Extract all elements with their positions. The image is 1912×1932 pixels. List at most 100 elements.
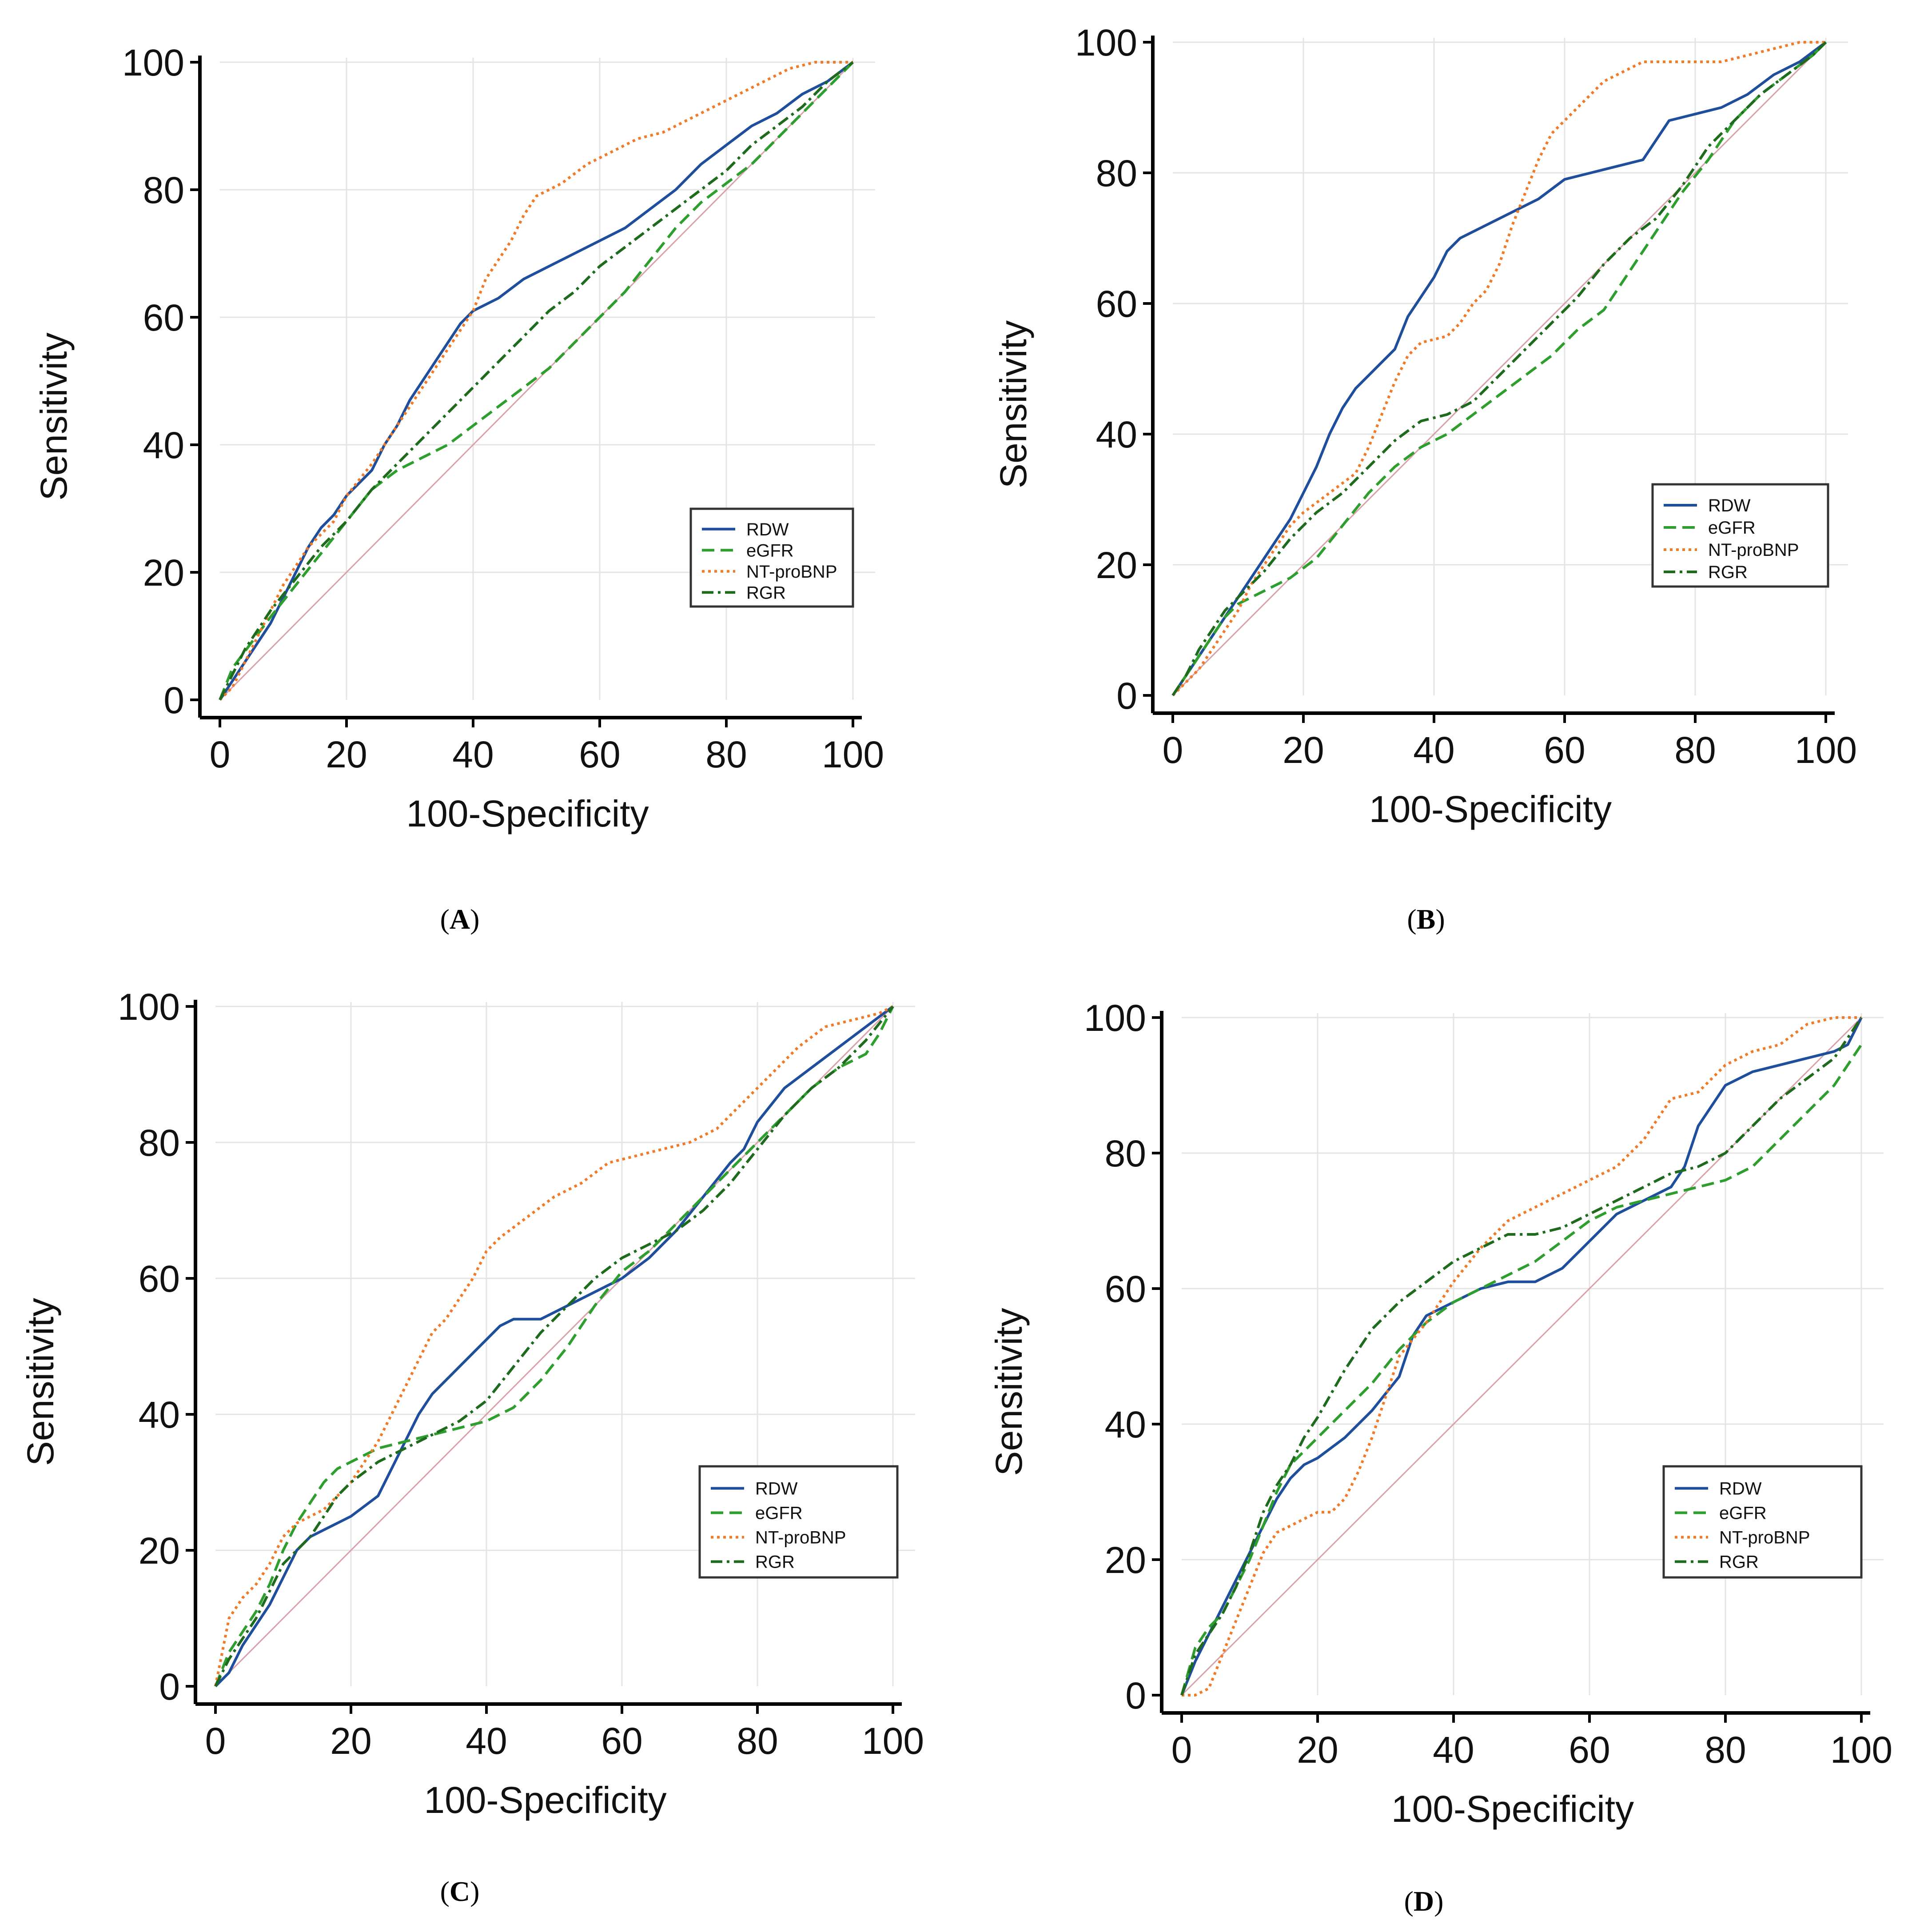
reference-diagonal-b	[1172, 41, 1827, 696]
y-tick-label-c-4: 80	[139, 1122, 180, 1164]
panel-label-letter-d: D	[1414, 1885, 1434, 1917]
y-tick-label-a-1: 20	[143, 552, 184, 594]
panel-label-close-d: )	[1434, 1885, 1443, 1917]
legend-label-a-rdw: RDW	[746, 520, 789, 539]
roc-panel-c: 0 20 40 60 80 100 0 20 40 60 80 100 100-Specificity S…	[20, 986, 924, 1907]
legend-label-d-rdw: RDW	[1719, 1479, 1762, 1499]
y-tick-label-b-1: 20	[1096, 544, 1137, 586]
legend-label-c-rdw: RDW	[755, 1479, 798, 1499]
x-tick-label-b-0: 0	[1163, 729, 1183, 771]
y-tick-label-d-0: 0	[1125, 1675, 1146, 1716]
x-tick-label-b-3: 60	[1544, 729, 1585, 771]
x-tick-label-d-2: 40	[1433, 1729, 1474, 1771]
panel-label-letter-a: A	[450, 903, 470, 935]
legend-box-a	[689, 507, 854, 608]
y-tick-label-a-2: 40	[143, 424, 184, 466]
y-tick-label-d-3: 60	[1105, 1268, 1146, 1310]
legend-label-a-egfr: eGFR	[746, 541, 794, 560]
x-tick-label-a-0: 0	[210, 734, 231, 775]
legend-box-d	[1662, 1465, 1863, 1579]
series-line-b-rdw	[1171, 41, 1827, 696]
panel-label-letter-b: B	[1417, 903, 1436, 935]
panel-label-open-b: (	[1407, 903, 1416, 935]
x-tick-label-b-2: 40	[1413, 729, 1454, 771]
x-tick-label-c-1: 20	[330, 1720, 371, 1762]
x-axis-title-d: 100-Specificity	[1391, 1788, 1634, 1830]
x-tick-label-c-5: 100	[862, 1720, 924, 1762]
series-line-c-rgr	[214, 1006, 894, 1687]
panel-label-a: (A)	[440, 903, 480, 935]
series-line-c-nt-probnp	[214, 1005, 894, 1687]
panel-label-open-a: (	[440, 903, 450, 935]
panel-label-close-b: )	[1435, 903, 1445, 935]
x-axis-title-c: 100-Specificity	[424, 1779, 666, 1821]
y-axis-title-c: Sensitivity	[20, 1298, 61, 1466]
legend-label-b-nt-probnp: NT-proBNP	[1708, 540, 1799, 560]
y-tick-label-d-1: 20	[1105, 1539, 1146, 1581]
x-tick-label-a-3: 60	[579, 734, 620, 775]
y-tick-label-b-4: 80	[1096, 152, 1137, 194]
y-tick-label-a-4: 80	[143, 169, 184, 211]
panel-label-c: (C)	[440, 1876, 480, 1907]
series-line-b-nt-probnp	[1171, 41, 1826, 697]
y-tick-label-c-1: 20	[139, 1530, 180, 1572]
x-tick-label-d-3: 60	[1569, 1729, 1610, 1771]
y-tick-label-c-0: 0	[159, 1666, 180, 1708]
x-axis-title-b: 100-Specificity	[1369, 788, 1612, 830]
y-axis-title-b: Sensitivity	[992, 320, 1034, 488]
x-tick-label-a-4: 80	[705, 734, 747, 775]
series-line-b-egfr	[1171, 41, 1827, 696]
legend-label-b-rgr: RGR	[1708, 563, 1748, 582]
x-tick-label-a-1: 20	[326, 734, 367, 775]
y-tick-label-b-2: 40	[1096, 414, 1137, 455]
x-tick-label-d-0: 0	[1171, 1729, 1192, 1771]
series-line-a-nt-probnp	[219, 61, 853, 701]
y-tick-label-d-4: 80	[1105, 1133, 1146, 1174]
panel-label-d: (D)	[1404, 1885, 1444, 1917]
roc-panel-a: 0 20 40 60 80 100 0 20 40 60 80 100 100-Specificity S…	[33, 42, 884, 935]
legend-d: RDW eGFR NT-proBNP RGR	[1662, 1465, 1863, 1579]
y-tick-label-c-3: 60	[139, 1258, 180, 1300]
x-tick-label-b-4: 80	[1674, 729, 1716, 771]
x-axis-title-a: 100-Specificity	[406, 793, 649, 834]
panel-label-close-c: )	[470, 1876, 479, 1907]
series-line-d-rgr	[1180, 1017, 1863, 1696]
panel-label-open-c: (	[440, 1876, 450, 1907]
legend-label-c-egfr: eGFR	[755, 1504, 803, 1523]
x-tick-label-a-2: 40	[452, 734, 494, 775]
legend-label-c-nt-probnp: NT-proBNP	[755, 1528, 846, 1548]
y-tick-label-b-3: 60	[1096, 283, 1137, 325]
y-tick-label-a-5: 100	[122, 42, 184, 84]
y-tick-label-d-5: 100	[1084, 997, 1146, 1039]
legend-label-b-rdw: RDW	[1708, 496, 1751, 515]
y-axis-title-d: Sensitivity	[988, 1308, 1030, 1476]
x-tick-label-d-1: 20	[1297, 1729, 1338, 1771]
panel-label-close-a: )	[470, 903, 479, 935]
series-line-a-rgr	[219, 61, 854, 701]
y-tick-label-a-3: 60	[143, 297, 184, 339]
x-tick-label-c-2: 40	[466, 1720, 507, 1762]
legend-label-d-egfr: eGFR	[1719, 1504, 1767, 1523]
series-line-a-rdw	[219, 61, 854, 701]
roc-panel-d: 0 20 40 60 80 100 0 20 40 60 80 100 100-Specificity S…	[988, 997, 1892, 1917]
x-tick-label-d-4: 80	[1705, 1729, 1746, 1771]
legend-label-c-rgr: RGR	[755, 1553, 795, 1572]
series-line-b-rgr	[1171, 41, 1827, 696]
panel-label-open-d: (	[1404, 1885, 1414, 1917]
y-axis-title-a: Sensitivity	[33, 332, 75, 500]
y-tick-label-c-2: 40	[139, 1394, 180, 1436]
x-tick-label-b-1: 20	[1283, 729, 1324, 771]
legend-label-d-rgr: RGR	[1719, 1553, 1759, 1572]
y-tick-label-c-5: 100	[118, 986, 180, 1028]
y-tick-label-b-0: 0	[1116, 675, 1137, 717]
series-line-a-egfr	[219, 61, 854, 701]
legend-box-c	[698, 1465, 899, 1579]
reference-diagonal-a	[219, 61, 854, 701]
x-tick-label-a-5: 100	[822, 734, 884, 775]
legend-box-b	[1651, 483, 1829, 588]
y-tick-label-a-0: 0	[163, 679, 184, 721]
series-line-d-nt-probnp	[1182, 1016, 1861, 1696]
legend-label-a-nt-probnp: NT-proBNP	[746, 562, 837, 582]
roc-panel-b: 0 20 40 60 80 100 0 20 40 60 80 100 100-Specificity S…	[992, 22, 1857, 935]
